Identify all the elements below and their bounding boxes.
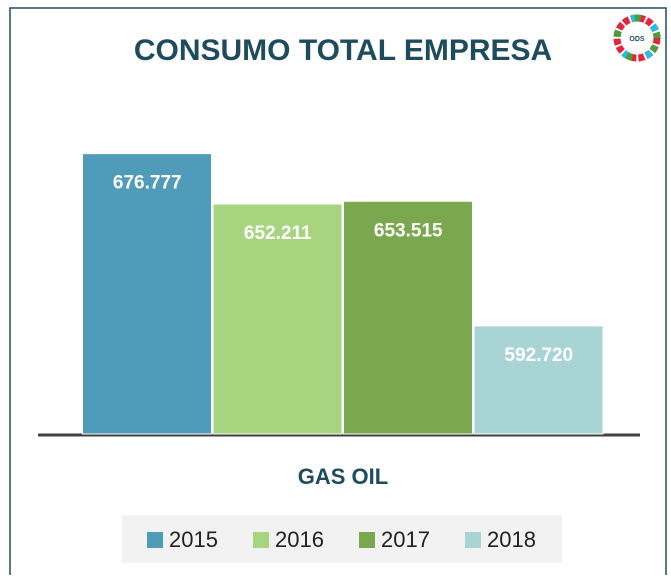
bar — [473, 325, 604, 435]
legend-label: 2015 — [169, 527, 218, 552]
logo-center — [625, 26, 649, 50]
legend-swatch — [359, 532, 375, 548]
category-label: GAS OIL — [298, 464, 388, 489]
legend-label: 2017 — [381, 527, 430, 552]
data-label: 653.515 — [374, 220, 443, 241]
data-label: 592.720 — [504, 345, 573, 366]
logo: ODS — [613, 14, 661, 62]
bar — [343, 200, 473, 435]
data-label: 652.211 — [244, 223, 312, 244]
bar — [212, 203, 343, 435]
bar — [82, 153, 212, 435]
logo-text: ODS — [629, 36, 645, 43]
legend-swatch — [253, 532, 269, 548]
data-label: 676.777 — [113, 173, 182, 194]
legend-swatch — [147, 532, 163, 548]
logo-ring-accent — [613, 14, 661, 62]
chart-title: CONSUMO TOTAL EMPRESA — [134, 34, 552, 67]
legend-label: 2018 — [487, 527, 536, 552]
legend-box — [122, 515, 562, 563]
legend-label: 2016 — [275, 527, 324, 552]
legend-swatch — [465, 532, 481, 548]
